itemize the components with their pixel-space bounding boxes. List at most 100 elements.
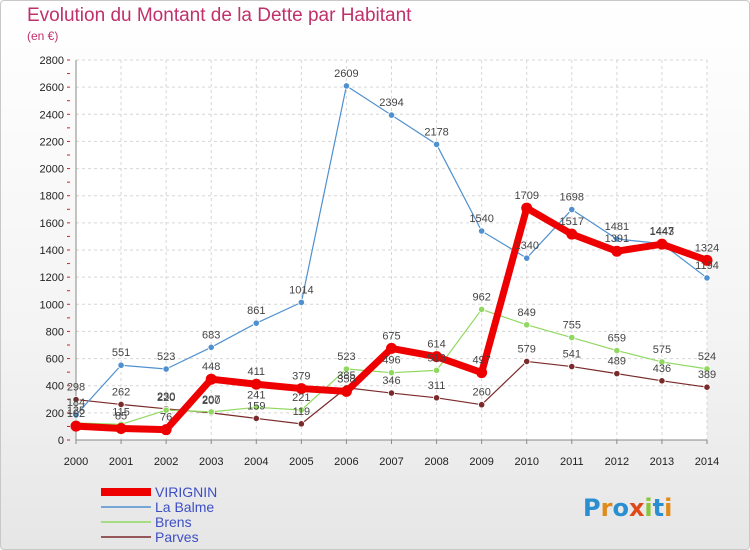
data-point (117, 400, 125, 409)
data-label: 436 (653, 363, 671, 375)
data-label: 579 (518, 343, 536, 355)
data-point (72, 395, 80, 404)
data-label: 379 (292, 371, 310, 383)
data-label: 541 (563, 349, 581, 361)
data-point (703, 365, 711, 373)
y-tick-label: 400 (46, 381, 64, 393)
data-point (703, 383, 711, 391)
data-point (250, 378, 262, 390)
data-label: 575 (653, 344, 671, 356)
logo-letter: P (583, 494, 601, 522)
axes: 0 200 400 600 800 1000 1200 1400 1600 1800 2000 220… (40, 55, 720, 468)
y-tick-label: 200 (46, 408, 64, 420)
logo-letter: o (612, 494, 629, 522)
x-tick-label: 2006 (334, 456, 358, 468)
data-label: 207 (202, 394, 220, 406)
data-point (432, 394, 441, 402)
data-label: 1014 (289, 284, 313, 296)
data-label: 358 (337, 373, 355, 385)
data-label: 1709 (514, 190, 538, 202)
data-label: 1391 (605, 233, 629, 245)
data-label: 675 (382, 330, 400, 342)
x-tick-label: 2005 (289, 456, 313, 468)
legend-label: La Balme (155, 499, 214, 515)
data-label: 614 (427, 339, 445, 351)
data-point (340, 385, 352, 397)
data-point (521, 202, 533, 214)
data-point (568, 205, 576, 214)
y-tick-label: 2600 (40, 82, 64, 94)
y-tick-label: 2200 (40, 136, 64, 148)
data-point (117, 361, 125, 369)
data-label: 2609 (334, 68, 358, 80)
chart-subtitle: (en €) (27, 29, 58, 43)
data-point (478, 227, 486, 235)
data-label: 1447 (650, 226, 674, 238)
data-label: 115 (112, 406, 130, 418)
data-point (297, 298, 305, 306)
data-point (252, 414, 260, 423)
x-tick-label: 2008 (424, 456, 448, 468)
x-tick-label: 2000 (64, 456, 88, 468)
data-label: 230 (157, 391, 175, 403)
data-point (523, 357, 531, 366)
data-point (252, 403, 260, 411)
x-tick-label: 2002 (154, 456, 178, 468)
x-tick-label: 2004 (244, 456, 268, 468)
data-label: 262 (112, 386, 130, 398)
data-label: 220 (157, 392, 175, 404)
data-label: 524 (698, 351, 716, 363)
y-tick-label: 1800 (40, 191, 64, 203)
y-tick-label: 600 (46, 354, 64, 366)
data-label: 1540 (469, 213, 493, 225)
data-point (568, 333, 576, 342)
x-tick-label: 2010 (514, 456, 538, 468)
data-point (205, 373, 217, 385)
logo-letter: i (664, 494, 672, 522)
data-point (613, 235, 621, 243)
y-tick-label: 1400 (40, 245, 64, 257)
x-tick-label: 2014 (695, 456, 719, 468)
y-tick-label: 0 (58, 435, 64, 447)
data-label: 389 (698, 369, 716, 381)
data-label: 496 (382, 355, 400, 367)
data-point (70, 420, 82, 432)
data-label: 1698 (560, 192, 584, 204)
data-point (656, 238, 668, 250)
data-label: 200 (202, 395, 220, 407)
logo-letter: r (601, 494, 613, 522)
data-point (387, 369, 396, 377)
data-point (387, 389, 396, 397)
data-point (478, 401, 486, 409)
data-point (162, 406, 170, 414)
data-point (613, 370, 621, 378)
data-label: 385 (337, 370, 355, 382)
legend-label: Parves (155, 529, 199, 545)
data-label: 298 (67, 382, 85, 394)
data-label: 125 (67, 405, 85, 417)
legend-label: VIRIGNIN (155, 484, 217, 500)
chart-title: Evolution du Montant de la Dette par Hab… (27, 5, 412, 26)
y-tick-label: 1600 (40, 218, 64, 230)
data-label: 1443 (650, 226, 674, 238)
x-tick-label: 2003 (199, 456, 223, 468)
data-label: 513 (427, 352, 445, 364)
data-label: 683 (202, 329, 220, 341)
data-point (432, 140, 441, 149)
data-point (566, 228, 578, 240)
y-tick-label: 1000 (40, 299, 64, 311)
data-label: 119 (293, 406, 311, 418)
x-tick-label: 2012 (605, 456, 629, 468)
data-label: 1194 (695, 260, 719, 272)
data-label: 448 (202, 361, 220, 373)
data-point (297, 420, 305, 428)
data-point (387, 111, 396, 119)
x-tick-label: 2001 (109, 456, 133, 468)
y-tick-label: 1200 (40, 272, 64, 284)
data-label: 962 (472, 291, 490, 303)
y-tick-label: 2800 (40, 55, 64, 67)
data-point (613, 346, 621, 355)
data-point (611, 245, 623, 257)
logo-letter: t (653, 494, 664, 522)
